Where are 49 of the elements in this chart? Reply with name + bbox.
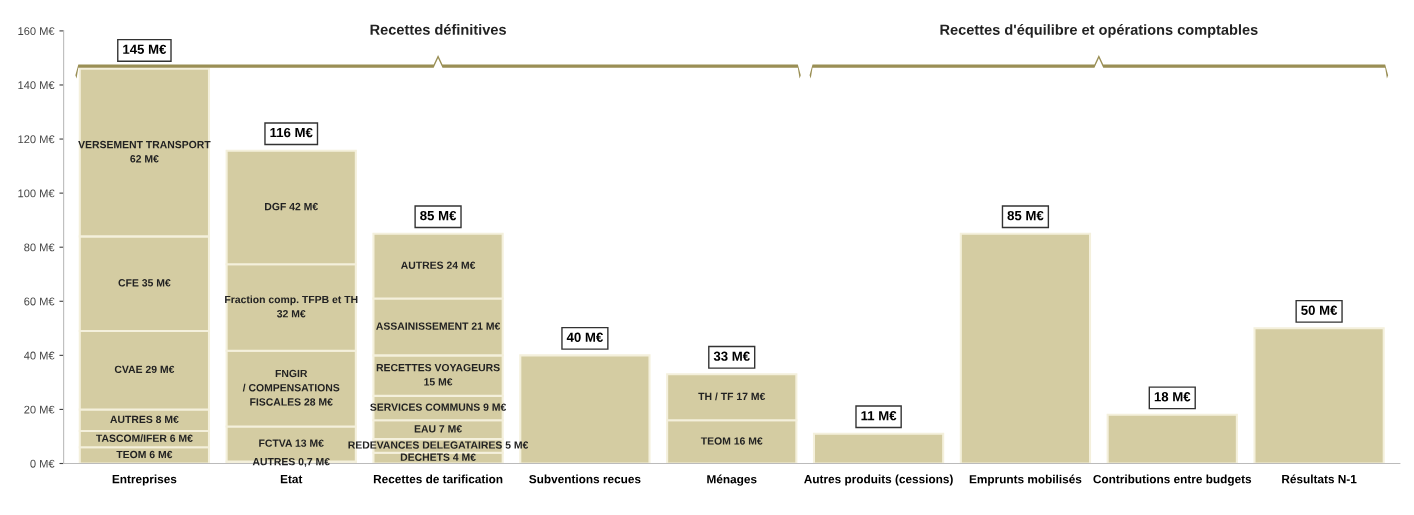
data-label: CVAE 29 M€ (114, 365, 175, 374)
x-tick-label: Autres produits (cessions) (804, 474, 953, 486)
total-label: 85 M€ (1007, 210, 1044, 221)
total-label: 18 M€ (1154, 392, 1191, 402)
x-tick-label: Etat (280, 475, 303, 484)
x-tick-label: Contributions entre budgets (1093, 474, 1252, 486)
y-tick-label: 160 M€ (18, 27, 55, 36)
data-label: AUTRES 24 M€ (400, 261, 476, 269)
data-label: RECETTES VOYAGEURS 15 M€ (376, 363, 500, 386)
total-label: 50 M€ (1301, 305, 1338, 315)
x-tick-label: Recettes de tarification (373, 474, 503, 484)
data-label: Fraction comp. TFPB et TH 32 M€ (225, 295, 358, 318)
x-tick-label: Ménages (707, 474, 757, 486)
data-label: REDEVANCES DELEGATAIRES 5 M€ (348, 441, 529, 449)
x-tick-label: Emprunts mobilisés (969, 474, 1082, 486)
total-label: 116 M€ (270, 127, 313, 138)
data-label: TEOM 6 M€ (116, 450, 173, 459)
total-label: 33 M€ (713, 351, 750, 361)
data-label: TH / TF 17 M€ (698, 392, 766, 401)
x-tick-label: Entreprises (112, 474, 177, 486)
data-label: AUTRES 8 M€ (110, 415, 179, 424)
y-tick-label: 60 M€ (24, 297, 55, 306)
data-label: TASCOM/IFER 6 M€ (95, 434, 193, 443)
total-label: 11 M€ (861, 410, 897, 421)
y-tick-label: 40 M€ (23, 351, 55, 360)
total-label: 145 M€ (123, 44, 167, 54)
data-label: DGF 42 M€ (265, 202, 318, 211)
data-label: AUTRES 0,7 M€ (252, 457, 330, 467)
total-label: 40 M€ (566, 332, 604, 342)
y-tick-label: 80 M€ (24, 243, 55, 252)
y-tick-label: 100 M€ (18, 189, 55, 198)
x-tick-label: Subventions recues (529, 474, 641, 484)
data-label: TEOM 16 M€ (700, 437, 763, 445)
data-label: DECHETS 4 M€ (400, 453, 476, 461)
data-label: FNGIR / COMPENSATIONS FISCALES 28 M€ (242, 369, 340, 406)
y-tick-label: 120 M€ (18, 135, 55, 144)
data-label: CFE 35 M€ (118, 279, 171, 287)
data-label: VERSEMENT TRANSPORT 62 M€ (78, 140, 211, 163)
y-tick-label: 0 M€ (30, 459, 55, 468)
data-label: ASSAINISSEMENT 21 M€ (376, 322, 501, 330)
annotation: Recettes définitives (370, 23, 506, 35)
y-tick-label: 140 M€ (18, 81, 55, 90)
annotation: Recettes d'équilibre et opérations comptables (940, 24, 1258, 38)
data-label: EAU 7 M€ (414, 425, 462, 433)
total-label: 85 M€ (420, 210, 457, 221)
data-label: SERVICES COMMUNS 9 M€ (370, 403, 507, 411)
data-label: FCTVA 13 M€ (259, 439, 324, 447)
y-tick-label: 20 M€ (24, 405, 55, 414)
x-tick-label: Résultats N-1 (1282, 474, 1357, 484)
